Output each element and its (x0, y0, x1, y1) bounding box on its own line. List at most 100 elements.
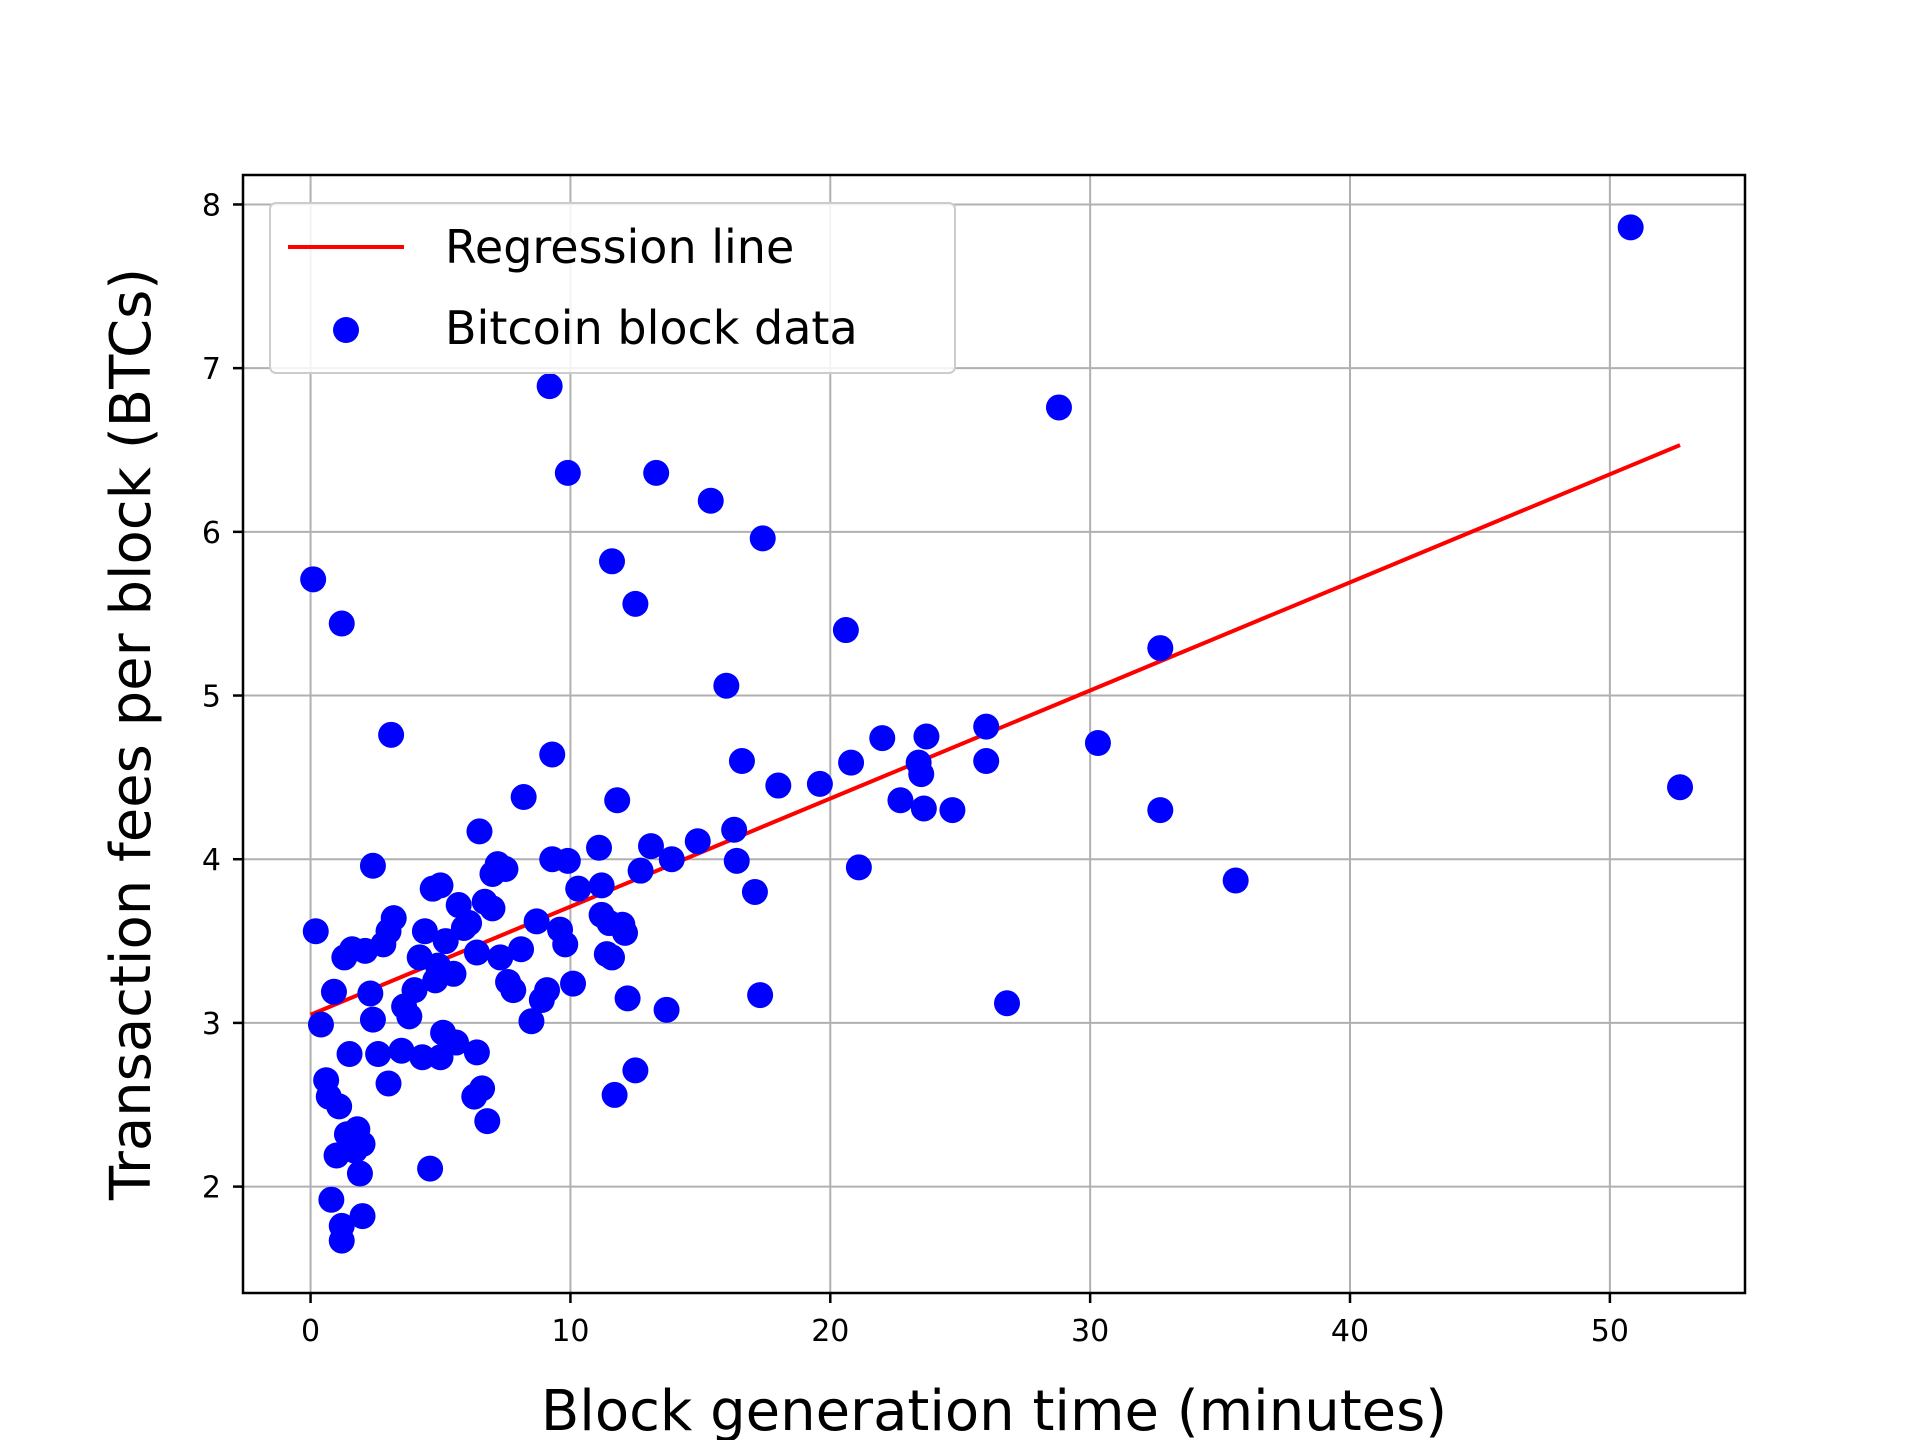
data-point (1084, 730, 1111, 757)
data-point (565, 875, 592, 902)
data-point (614, 985, 641, 1012)
data-point (359, 852, 386, 879)
data-point (401, 977, 428, 1004)
y-tick-label: 2 (202, 1171, 221, 1206)
data-point (749, 525, 776, 552)
data-point (1222, 867, 1249, 894)
data-point (307, 1011, 334, 1038)
y-tick-label: 7 (202, 352, 221, 387)
data-point (469, 1075, 496, 1102)
data-point (534, 977, 561, 1004)
legend-box (269, 202, 956, 374)
data-point (432, 928, 459, 955)
data-point (643, 459, 670, 486)
data-point (349, 1131, 376, 1158)
data-point (417, 1155, 444, 1182)
legend-label-bitcoin-block-data: Bitcoin block data (445, 301, 858, 355)
data-point (806, 770, 833, 797)
data-point (845, 854, 872, 881)
data-point (536, 373, 563, 400)
data-point (474, 1108, 501, 1135)
data-point (409, 1044, 436, 1071)
data-point (637, 833, 664, 860)
data-point (1667, 774, 1694, 801)
axis-ticks: 0 10 20 30 40 50 2 3 4 5 6 7 8 (202, 188, 1629, 1349)
data-point (492, 856, 519, 883)
data-point (554, 847, 581, 874)
data-point (456, 910, 483, 937)
y-tick-label: 4 (202, 843, 221, 878)
data-point (359, 1006, 386, 1033)
data-point (443, 1029, 470, 1056)
data-point (697, 487, 724, 514)
data-point (346, 1160, 373, 1187)
data-point (552, 931, 579, 958)
data-point (723, 847, 750, 874)
data-point (604, 787, 631, 814)
data-point (1147, 635, 1174, 662)
data-point (747, 982, 774, 1009)
legend-label-regression-line: Regression line (445, 220, 794, 274)
data-point (993, 990, 1020, 1017)
data-point (463, 939, 490, 966)
data-point (832, 617, 859, 644)
data-point (318, 1186, 345, 1213)
data-point (599, 548, 626, 575)
data-point (908, 761, 935, 788)
data-point (336, 1041, 363, 1068)
data-point (479, 895, 506, 922)
data-point (1045, 394, 1072, 421)
data-point (973, 748, 1000, 775)
data-point (349, 1203, 376, 1230)
data-point (728, 748, 755, 775)
data-point (765, 772, 792, 799)
data-point (939, 797, 966, 824)
y-tick-label: 8 (202, 188, 221, 223)
data-point (365, 1041, 392, 1068)
data-point (601, 1081, 628, 1108)
data-point (713, 672, 740, 699)
data-point (388, 1037, 415, 1064)
data-point (887, 787, 914, 814)
data-point (508, 936, 535, 963)
data-point (357, 980, 384, 1007)
x-tick-label: 20 (811, 1314, 849, 1349)
data-point (523, 908, 550, 935)
y-tick-label: 3 (202, 1007, 221, 1042)
data-point (910, 795, 937, 822)
data-point (653, 996, 680, 1023)
data-point (326, 1093, 353, 1120)
data-point (560, 970, 587, 997)
data-point (973, 713, 1000, 740)
data-point (586, 834, 613, 861)
data-point (378, 721, 405, 748)
data-point (411, 918, 438, 945)
data-point (622, 590, 649, 617)
data-point (741, 878, 768, 905)
data-point (500, 977, 527, 1004)
legend-marker-swatch (333, 317, 359, 343)
x-tick-label: 50 (1591, 1314, 1629, 1349)
data-point (427, 872, 454, 899)
x-tick-label: 0 (301, 1314, 320, 1349)
data-point (554, 459, 581, 486)
data-point (658, 846, 685, 873)
data-point (913, 723, 940, 750)
data-point (300, 566, 327, 593)
data-point (380, 905, 407, 932)
data-point (1617, 214, 1644, 241)
x-tick-label: 30 (1071, 1314, 1109, 1349)
data-point (539, 741, 566, 768)
data-point (463, 1039, 490, 1066)
plot-frame (241, 173, 1747, 1295)
data-point (838, 749, 865, 776)
legend: Regression line Bitcoin block data (269, 202, 956, 374)
data-point (627, 857, 654, 884)
x-tick-label: 40 (1331, 1314, 1369, 1349)
data-point (487, 944, 514, 971)
data-point (622, 1057, 649, 1084)
y-axis-title: Transaction fees per block (BTCs) (99, 268, 164, 1201)
x-axis-title: Block generation time (minutes) (541, 1379, 1447, 1440)
